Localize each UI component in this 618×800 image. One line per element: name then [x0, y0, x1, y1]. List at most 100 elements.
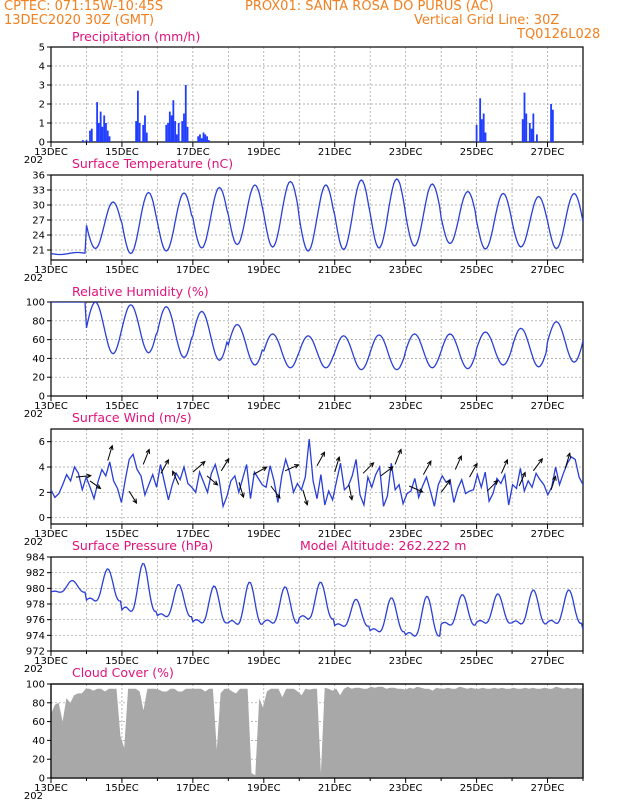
x-tick-label: 21DEC [318, 401, 352, 412]
wind-arrow [440, 479, 451, 493]
header-model-code: TQ0126L028 [517, 27, 601, 42]
panel-title: Cloud Cover (%) [72, 665, 174, 680]
panel-frame [50, 46, 584, 143]
x-year-label: 202 [24, 155, 43, 166]
wind-arrow [206, 475, 219, 486]
x-tick-label: 17DEC [176, 656, 210, 667]
wind-arrow-head [164, 458, 170, 465]
x-tick-label: 23DEC [389, 147, 423, 158]
wind-arrow-shaft [380, 466, 394, 477]
x-tick-label: 15DEC [105, 265, 139, 276]
wind-arrow-shaft [409, 485, 423, 493]
precip-bar [145, 132, 148, 142]
precip-bar [523, 92, 526, 142]
wind-arrow-shaft [348, 484, 353, 500]
wind-arrow-shaft [440, 480, 451, 493]
precip-bar [197, 136, 200, 142]
wind-arrow-head [457, 454, 462, 461]
y-tick-label: 0 [39, 392, 45, 403]
wind-arrow [532, 457, 544, 472]
precip-bar [106, 130, 109, 142]
precip-bar [200, 138, 203, 142]
wind-arrow [409, 485, 424, 493]
precip-bar [551, 109, 554, 142]
precip-bar [170, 115, 173, 142]
wind-arrow [172, 470, 180, 485]
panel-title: Precipitation (mm/h) [72, 29, 200, 44]
y-tick-label: 27 [32, 216, 45, 227]
precip-bar [481, 119, 483, 142]
wind-arrow [454, 454, 462, 470]
x-tick-label: 19DEC [247, 265, 281, 276]
cloud-area [51, 686, 583, 778]
wind-arrow-shaft [500, 459, 508, 474]
panel-5: 0 20 40 60 80 100 13DEC 15DEC 17DEC 19DEC 21DEC 23D… [24, 665, 584, 800]
temperature-series [51, 178, 583, 256]
x-tick-label: 27DEC [531, 401, 565, 412]
wind-arrow-shaft [192, 461, 206, 473]
wind-arrow-shaft [486, 480, 499, 492]
y-tick-label: 978 [26, 600, 45, 611]
y-tick-label: 2 [39, 100, 45, 111]
x-tick-label: 13DEC [34, 401, 68, 412]
x-tick-label: 21DEC [318, 265, 352, 276]
wind-arrow [334, 455, 341, 473]
x-tick-label: 15DEC [105, 656, 139, 667]
x-tick-label: 21DEC [318, 656, 352, 667]
y-tick-label: 974 [26, 631, 45, 642]
precip-bar [475, 124, 478, 142]
y-tick-label: 0 [39, 513, 45, 524]
wind-arrow [252, 466, 268, 476]
y-tick-label: 60 [32, 335, 45, 346]
precip-bar [525, 113, 528, 142]
wind-arrow [422, 460, 432, 475]
wind-arrow-shaft [75, 475, 91, 478]
x-tick-label: 17DEC [176, 401, 210, 412]
wind-arrow-shaft [362, 462, 374, 474]
cloud-series [51, 686, 583, 778]
y-tick-label: 33 [32, 186, 45, 197]
precip-bar [530, 128, 533, 142]
wind-arrow [220, 457, 230, 472]
wind-arrow [518, 471, 526, 487]
wind-arrow-head [320, 451, 326, 457]
precip-bar [103, 115, 106, 142]
wind-arrow-head [388, 466, 394, 472]
precip-bar [204, 134, 207, 142]
precip-bar [176, 134, 178, 142]
x-tick-label: 19DEC [247, 147, 281, 158]
y-tick-label: 2 [39, 488, 45, 499]
precip-bar [168, 111, 171, 142]
precip-bar [89, 130, 91, 142]
wind-arrow [302, 489, 309, 506]
x-tick-label: 25DEC [460, 783, 494, 794]
wind-arrow [142, 448, 151, 465]
wind-arrow-head [397, 448, 402, 454]
x-year-label: 202 [24, 537, 43, 548]
precip-bar [174, 121, 177, 142]
x-tick-label: 17DEC [176, 783, 210, 794]
precip-bar [186, 126, 189, 142]
x-tick-label: 13DEC [34, 265, 68, 276]
wind-arrow-head [493, 479, 499, 485]
y-tick-label: 40 [32, 736, 45, 747]
temperature-line [51, 178, 583, 256]
panel-4: 972 974 976 978 980 982 984 13DEC 15DEC 17DEC 19DE… [24, 538, 584, 675]
wind-arrow [394, 448, 402, 465]
x-tick-label: 25DEC [460, 529, 494, 540]
x-tick-label: 23DEC [389, 656, 423, 667]
wind-arrow-shaft [206, 475, 218, 486]
panel-title: Surface Temperature (nC) [72, 156, 233, 171]
x-tick-label: 19DEC [247, 656, 281, 667]
wind-arrow [284, 464, 300, 472]
wind-arrow [160, 458, 170, 474]
humidity-line [51, 302, 583, 371]
panel-frame [50, 301, 584, 397]
y-tick-label: 0 [39, 774, 45, 785]
y-tick-label: 24 [32, 231, 45, 242]
wind-arrow-shaft [284, 464, 299, 472]
panel-frame [50, 428, 584, 525]
header-grid-line: Vertical Grid Line: 30Z [414, 13, 560, 28]
pressure-line [51, 562, 583, 637]
wind-arrows [75, 444, 571, 506]
